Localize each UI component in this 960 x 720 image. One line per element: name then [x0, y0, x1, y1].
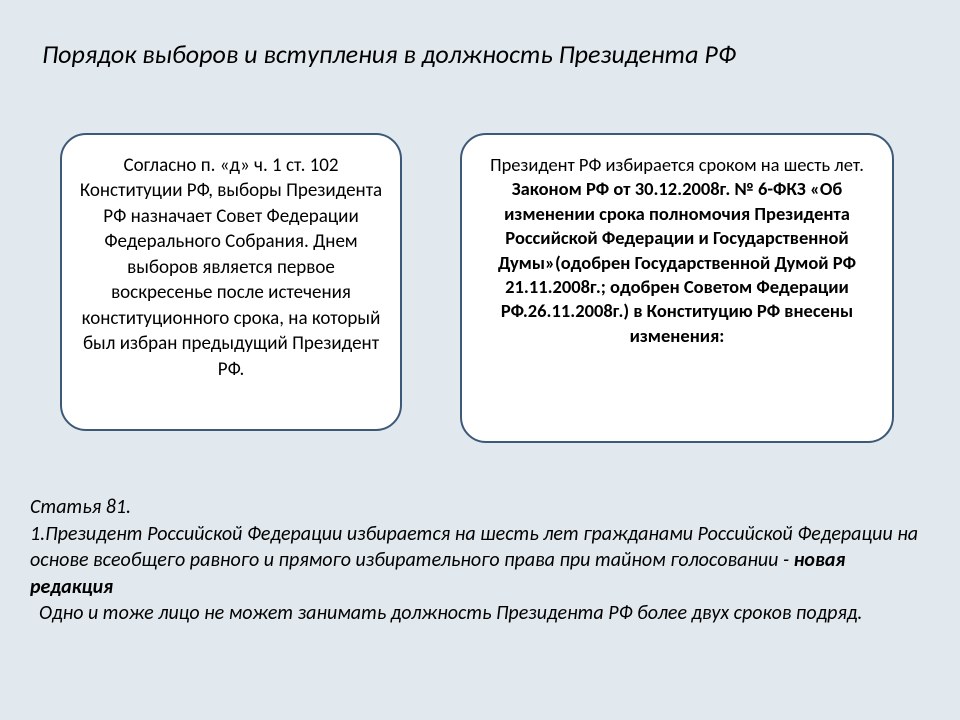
article-line1: Статья 81.: [30, 494, 930, 521]
info-card-right-text: Президент РФ избирается сроком на шесть …: [478, 153, 876, 348]
info-card-left: Согласно п. «д» ч. 1 ст. 102 Конституции…: [60, 133, 402, 431]
page-title: Порядок выборов и вступления в должность…: [42, 38, 918, 70]
info-card-left-text: Согласно п. «д» ч. 1 ст. 102 Конституции…: [78, 153, 384, 382]
info-card-right: Президент РФ избирается сроком на шесть …: [460, 133, 894, 443]
article-line3: Одно и тоже лицо не может занимать должн…: [30, 600, 930, 627]
article-line2: 1.Президент Российской Федерации избирае…: [30, 521, 930, 601]
card-right-run2: Законом РФ от 30.12.2008г. № 6-ФКЗ «Об и…: [498, 177, 856, 346]
article-block: Статья 81. 1.Президент Российской Федера…: [30, 494, 930, 627]
article-line2a: 1.Президент Российской Федерации избирае…: [30, 522, 918, 573]
card-right-run1: Президент РФ избирается сроком на шесть …: [490, 153, 864, 176]
